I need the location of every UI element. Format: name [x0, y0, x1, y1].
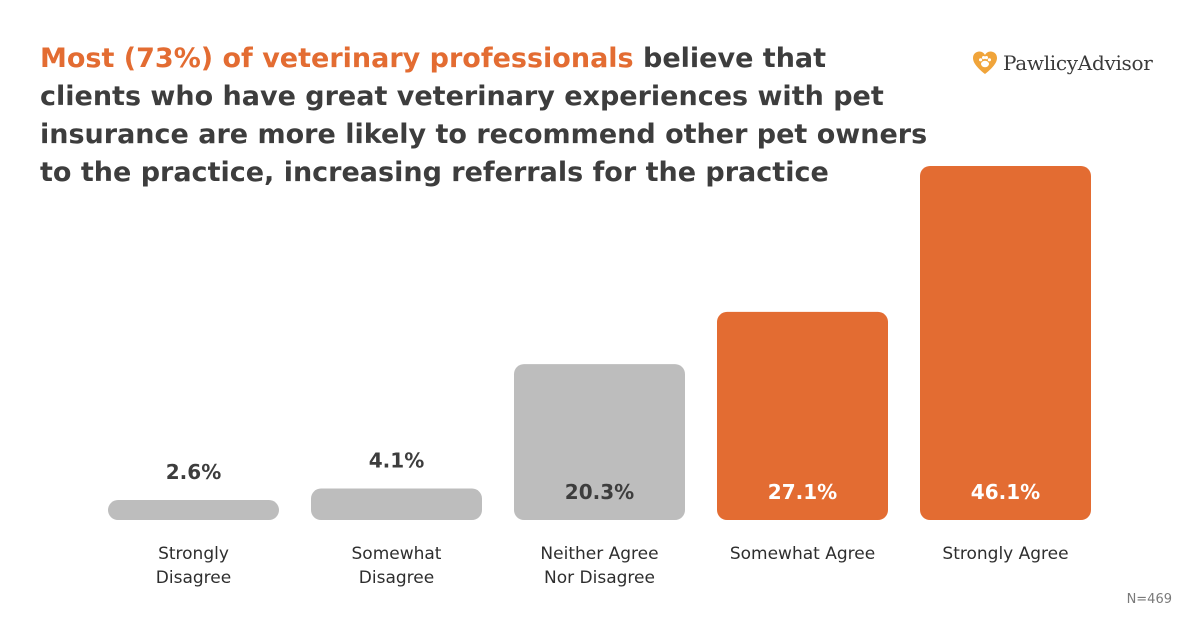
sample-size-note: N=469: [1126, 592, 1172, 607]
headline: Most (73%) of veterinary professionals b…: [40, 40, 930, 192]
brand-logo: PawlicyAdvisor: [972, 48, 1153, 78]
heart-paw-icon: [973, 51, 997, 74]
category-label-2: Neither Agree Nor Disagree: [540, 544, 658, 588]
category-label-3: Somewhat Agree: [730, 544, 875, 564]
headline-highlight: Most (73%) of veterinary professionals: [40, 43, 634, 74]
bar-1: [311, 488, 482, 520]
bar-0: [108, 500, 279, 520]
value-label-3: 27.1%: [768, 480, 837, 504]
category-label-1: Somewhat Disagree: [352, 544, 442, 588]
value-label-1: 4.1%: [369, 449, 424, 473]
brand-name: PawlicyAdvisor: [1003, 51, 1153, 75]
value-label-2: 20.3%: [565, 480, 634, 504]
bar-3: [717, 311, 888, 520]
value-label-0: 2.6%: [166, 460, 221, 484]
bar-4: [920, 166, 1091, 520]
category-label-4: Strongly Agree: [942, 544, 1068, 564]
category-label-0: Strongly Disagree: [156, 544, 231, 588]
headline-rest: believe that clients who have great vete…: [40, 43, 928, 188]
value-label-4: 46.1%: [971, 480, 1040, 504]
bar-2: [514, 364, 685, 520]
